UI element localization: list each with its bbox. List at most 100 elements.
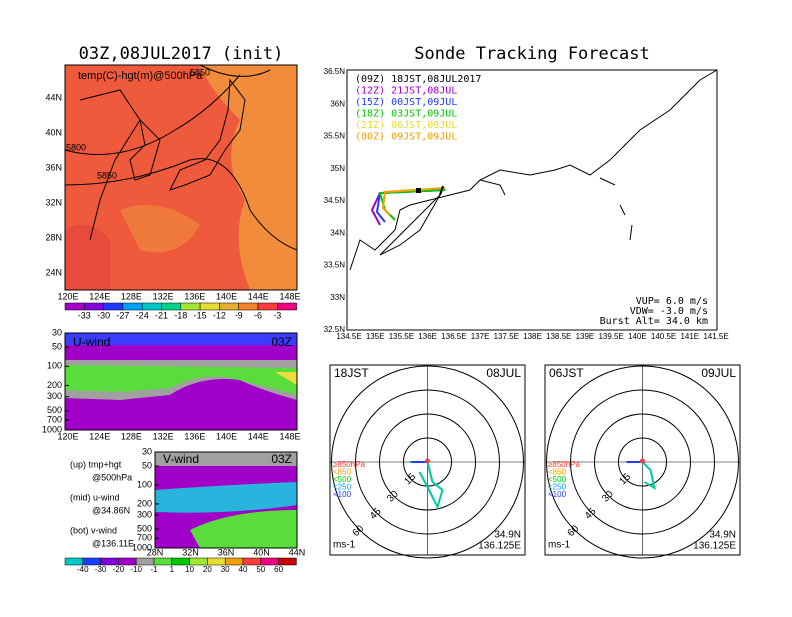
pressure-tick-label: 1000: [132, 542, 152, 552]
hodo-lat: 34.9N: [709, 530, 736, 541]
hodo-start: [640, 458, 645, 464]
lon-tick-label: 139.5E: [598, 332, 623, 341]
lon-tick-label: 132E: [153, 431, 174, 441]
pressure-tick-label: 100: [137, 479, 152, 489]
ring: [618, 437, 667, 487]
colorbar-label: 60: [274, 565, 283, 574]
lat-tick-label: 35.5N: [324, 132, 346, 141]
pressure-tick-label: 30: [142, 446, 152, 456]
contour-label: 5850: [97, 170, 117, 180]
ring: [379, 413, 476, 511]
lat-tick-label: 36N: [45, 162, 62, 172]
pressure-tick-label: 50: [142, 460, 152, 470]
lon-tick-label: 124E: [89, 431, 110, 441]
colorbar-cell: [100, 557, 119, 566]
lat-tick-label: 34N: [330, 228, 345, 237]
lon-tick-label: 136E: [184, 431, 205, 441]
frame: [64, 332, 298, 431]
hodo-legend: ≥850hPa: [333, 460, 366, 469]
lon-tick-label: 128E: [121, 431, 142, 441]
colorbar-label: -10: [130, 565, 142, 574]
lon-tick-label: 136E: [418, 332, 437, 341]
lat-tick-label: 28N: [45, 232, 62, 242]
hodo-unit: ms-1: [333, 540, 356, 551]
lon-tick-label: 140.5E: [651, 332, 676, 341]
pressure-tick-label: 700: [47, 415, 62, 425]
colorbar-label: -18: [174, 310, 187, 320]
legend-entry: (21Z) 06JST,09JUL: [355, 120, 457, 131]
colorbar-cell: [224, 557, 244, 566]
colorbar-label: 1: [170, 565, 175, 574]
colorbar-cell: [238, 302, 259, 311]
lat-tick-label: 28N: [147, 547, 164, 557]
track: [439, 185, 444, 196]
colorbar-label: 40: [239, 565, 248, 574]
colorbar-cell: [64, 302, 85, 311]
colorbar-label: -21: [155, 310, 168, 320]
hodo-legend: <100: [548, 490, 567, 499]
colorbar-cell: [199, 302, 220, 311]
note: @500hPa: [92, 472, 132, 482]
lat-tick-label: 32.5N: [324, 325, 346, 334]
pressure-tick-label: 500: [47, 405, 62, 415]
lat-tick-label: 36N: [218, 547, 235, 557]
hodo-legend: <500: [333, 475, 352, 484]
note: (up) tmp+hgt: [70, 459, 122, 469]
hodo-lat: 34.9N: [494, 530, 521, 541]
track: [381, 187, 446, 216]
lon-tick-label: 136E: [184, 291, 205, 301]
colorbar-label: -15: [194, 310, 207, 320]
lon-tick-label: 135E: [366, 332, 385, 341]
lon-tick-label: 138E: [523, 332, 542, 341]
colorbar-label: -1: [150, 565, 158, 574]
hodo-legend: <850: [548, 468, 567, 477]
colorbar-cell: [161, 302, 182, 311]
lat-tick-label: 32N: [182, 547, 199, 557]
lon-tick-label: 120E: [57, 431, 78, 441]
ring: [355, 389, 500, 535]
contour: [199, 64, 271, 77]
temperature-map: 03Z,08JUL2017 (init) temp(C)-hgt(m)@500h…: [64, 44, 298, 291]
colorbar-cell: [171, 557, 190, 566]
lon-tick-label: 140E: [628, 332, 647, 341]
lat-tick-label: 32N: [45, 197, 62, 207]
u-wind-panel: U-wind 03Z: [64, 332, 298, 431]
lon-tick-label: 138.5E: [546, 332, 571, 341]
hodo-legend: <250: [548, 483, 567, 492]
ring: [331, 365, 524, 559]
colorbar-label: -12: [213, 310, 226, 320]
colorbar-cell: [103, 302, 124, 311]
colorbar-label: -40: [77, 565, 89, 574]
lon-tick-label: 120E: [57, 291, 78, 301]
legend-entry: (15Z) 00JST,09JUL: [355, 97, 457, 108]
param: VDW= -3.0 m/s: [630, 306, 708, 317]
colorbar-label: 50: [256, 565, 265, 574]
colorbar-label: -9: [235, 310, 243, 320]
coastline: [379, 177, 633, 256]
lon-tick-label: 132E: [153, 291, 174, 301]
lat-tick-label: 33N: [330, 293, 345, 302]
note: @34.86N: [92, 505, 130, 515]
param: Burst Alt= 34.0 km: [600, 316, 708, 327]
lon-tick-label: 148E: [279, 431, 300, 441]
colorbar-cell: [135, 557, 155, 566]
lon-tick-label: 124E: [89, 291, 110, 301]
pressure-tick-label: 500: [137, 523, 152, 533]
lat-tick-label: 36N: [330, 99, 345, 108]
hodo-legend: <850: [333, 468, 352, 477]
pressure-tick-label: 30: [52, 327, 62, 337]
hodo-start: [425, 458, 430, 464]
lat-tick-label: 44N: [289, 547, 306, 557]
lon-tick-label: 144E: [248, 291, 269, 301]
colorbar-label: -6: [254, 310, 262, 320]
colorbar-label: -20: [113, 565, 125, 574]
frame: [154, 451, 298, 549]
field-patch: [155, 452, 297, 466]
launch-site: [416, 188, 421, 193]
contour-label: 5850: [190, 67, 210, 77]
note: (mid) u-wind: [70, 492, 120, 502]
colorbar-label: -30: [95, 565, 107, 574]
hodo-date: 08JUL: [486, 366, 521, 380]
